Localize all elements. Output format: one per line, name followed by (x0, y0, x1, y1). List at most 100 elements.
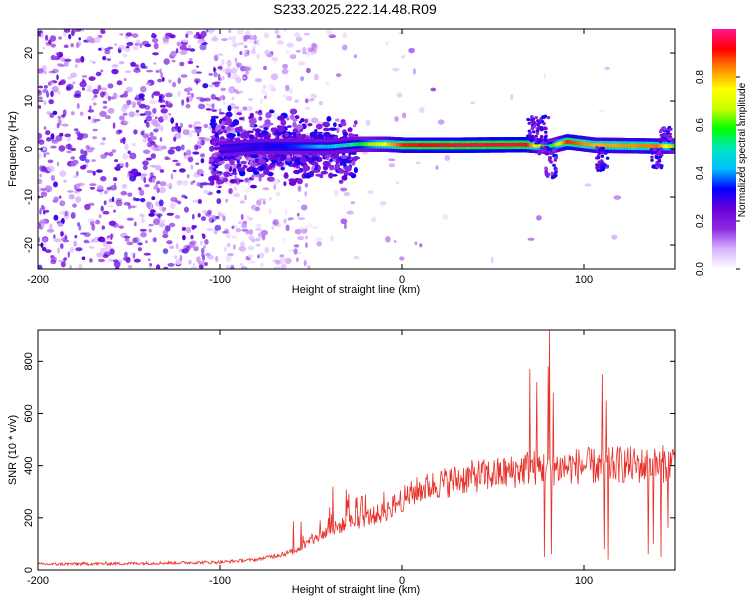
spectrogram-cell (292, 163, 298, 168)
spectrogram-cell (156, 180, 161, 185)
spectrogram-cell (554, 153, 558, 158)
spectrogram-cell (346, 210, 354, 215)
snr-y-label: SNR (10 * v/v) (7, 415, 19, 485)
spectrogram-cell (254, 128, 262, 133)
spectrogram-cell (140, 85, 147, 93)
spectrogram-cell (113, 209, 116, 213)
spectrogram-cell (239, 90, 243, 94)
spectrogram-cell (224, 163, 231, 170)
spectrogram-cell (140, 173, 146, 181)
spectrogram-cell (223, 171, 231, 178)
spectrogram-cell (231, 235, 238, 239)
spectrogram-cell (415, 161, 421, 165)
spectrogram-cell (44, 152, 50, 155)
spectrogram-cell (292, 118, 298, 122)
spectrogram-cell (174, 255, 178, 260)
spectrogram-cell (197, 199, 202, 204)
spectrogram-cell (174, 214, 181, 219)
spectrogram-cell (320, 170, 328, 175)
spectrogram-cell (265, 112, 272, 119)
spectrogram-cell (155, 116, 158, 120)
spectrogram-cell (201, 253, 205, 258)
spectrogram-cell (333, 122, 337, 128)
spectrogram-cell (172, 169, 177, 173)
spectrogram-cell (129, 205, 136, 209)
spectrogram-cell (100, 29, 106, 35)
spectrogram-cell (46, 228, 55, 233)
spectrogram-cell (107, 95, 112, 102)
spectrogram-cell (190, 265, 197, 269)
spectrogram-cell (247, 245, 255, 251)
spectrogram-cell (77, 222, 80, 227)
spectrogram-cell (176, 179, 183, 186)
spectrogram-cell (158, 222, 166, 228)
spectrogram-cell (209, 122, 218, 127)
spectrogram-cell (91, 97, 96, 101)
spectrogram-cell (64, 58, 72, 62)
spectrogram-cell (340, 122, 347, 127)
spectrogram-cell (552, 163, 556, 167)
spectrogram-cell (342, 132, 348, 137)
spectrogram-cell (177, 126, 182, 133)
spectrogram-cell (543, 73, 547, 79)
spectrogram-cell (139, 43, 143, 49)
spectrogram-cell (38, 139, 44, 142)
spectrogram-cell (83, 240, 91, 244)
spectrogram-cell (239, 51, 243, 55)
spectrogram-cell (170, 51, 177, 57)
spectrogram-cell (181, 248, 189, 254)
spectrogram-cell (180, 74, 188, 78)
spectrogram-cell (177, 77, 182, 84)
spectrogram-cell (132, 197, 136, 201)
spectrogram-cell (44, 209, 50, 213)
spectrogram-cell (530, 126, 535, 130)
spectrogram-cell (96, 169, 103, 173)
spectrogram-cell (84, 203, 91, 211)
spectrogram-cell (284, 257, 292, 264)
spectrogram-cell (50, 175, 56, 181)
spectrogram-cell (530, 120, 535, 124)
spectrogram-cell (236, 62, 240, 69)
spectrogram-cell (79, 154, 87, 162)
spectrogram-cell (134, 221, 137, 226)
spectrogram-cell (160, 108, 168, 114)
spectrogram-cells (38, 29, 622, 269)
snr-y-ticks: 0 200 400 600 800 (23, 352, 675, 573)
spectrogram-cell (227, 105, 232, 112)
spectrogram-cell (353, 167, 358, 174)
spectrogram-cell (203, 123, 209, 129)
spectrogram-cell (122, 104, 130, 109)
spectrogram-cell (196, 170, 200, 176)
spectrogram-signal-band (220, 114, 675, 180)
spectrogram-cell (239, 170, 246, 177)
spectrogram-cell (234, 112, 238, 120)
spectrogram-cell (179, 50, 188, 55)
spectrogram-cell (318, 100, 324, 106)
snr-x-label: Height of straight line (km) (292, 584, 420, 596)
spectrogram-cell (81, 29, 84, 32)
spectrogram-cell (536, 215, 542, 221)
spectrogram-cell (58, 145, 66, 152)
spectrogram-cell (95, 219, 101, 225)
spectrogram-cell (218, 213, 225, 218)
spectrogram-cell (665, 135, 670, 139)
spectrogram-cell (603, 163, 607, 167)
spectrogram-cell (130, 168, 139, 176)
spectrogram-cell (133, 258, 141, 263)
colorbar-tick-label: 0.2 (695, 214, 706, 228)
spectrogram-cell (266, 53, 274, 58)
spectrogram-cell (195, 162, 200, 165)
spectrogram-cell (66, 150, 72, 154)
snr-x-ticks: -200 -100 0 100 (27, 330, 593, 587)
spectrogram-cell (216, 198, 222, 205)
spectrogram-cell (250, 184, 257, 189)
spectrogram-cell (336, 127, 340, 134)
spectrogram-cell (296, 257, 299, 263)
spectrogram-cell (221, 125, 225, 130)
spectrogram-cell (307, 265, 311, 269)
spectrogram-cell (551, 148, 556, 153)
spectrogram-cell (307, 47, 314, 52)
spectrogram-cell (43, 85, 48, 89)
spectrogram-cell (146, 69, 154, 73)
